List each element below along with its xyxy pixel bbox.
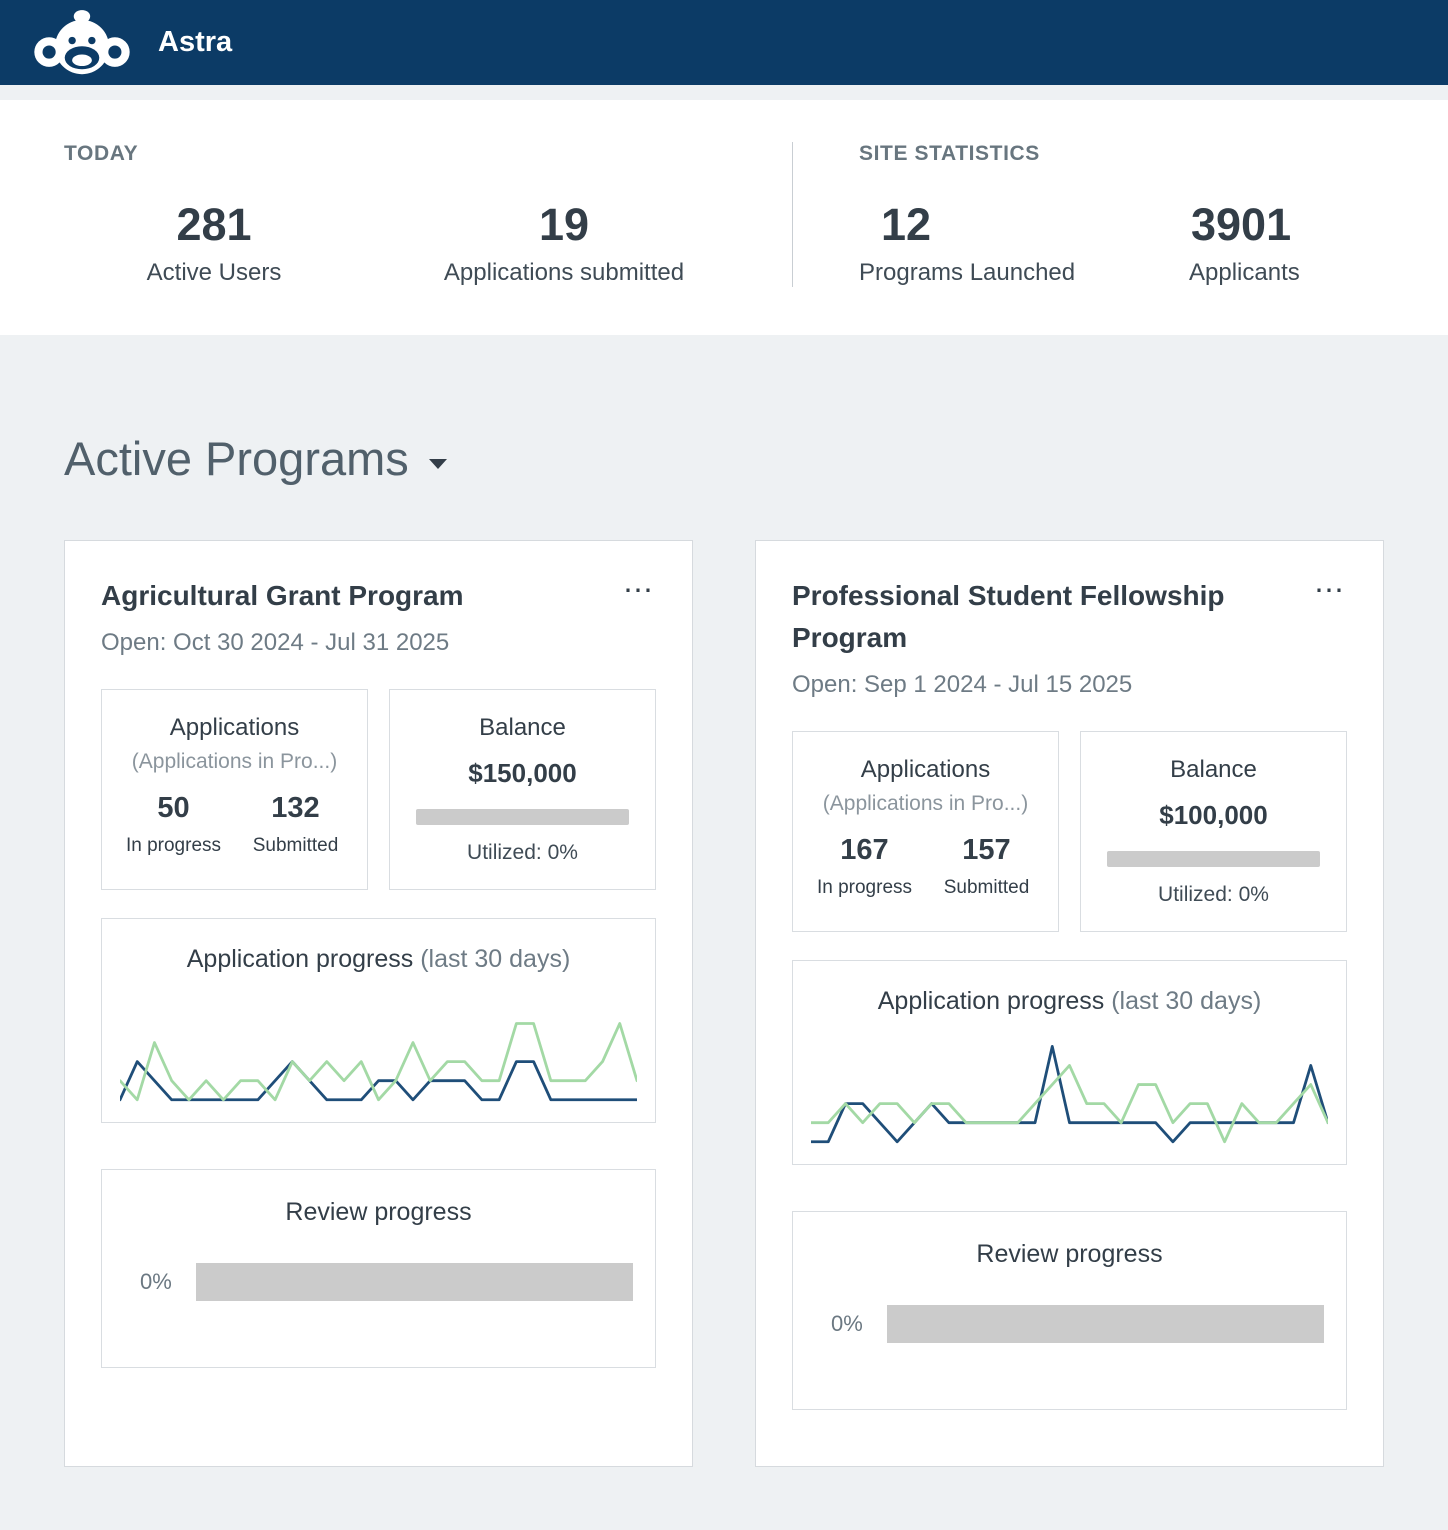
application-progress-chart	[811, 1024, 1328, 1152]
review-progress-box: Review progress 0%	[101, 1169, 656, 1368]
balance-box-title: Balance	[1170, 756, 1257, 783]
program-open-dates: Open: Sep 1 2024 - Jul 15 2025	[792, 671, 1133, 698]
active-users-label: Active Users	[146, 259, 282, 286]
application-progress-chart	[120, 982, 637, 1110]
balance-amount: $150,000	[468, 758, 577, 788]
review-progress-title: Review progress	[976, 1240, 1163, 1268]
active-programs-title: Active Programs	[64, 432, 409, 485]
stats-bar: TODAY 281 Active Users 19 Applications s…	[0, 100, 1448, 335]
balance-utilization-bar	[1107, 851, 1320, 867]
applicants-label: Applicants	[1189, 259, 1300, 286]
review-progress-bar	[886, 1305, 1324, 1343]
in-progress-stat: 50 In progress	[120, 792, 228, 857]
submitted-stat: 132 Submitted	[242, 792, 350, 857]
applications-box-title: Applications	[169, 714, 300, 741]
review-progress-title: Review progress	[285, 1198, 472, 1226]
in-progress-value: 167	[840, 834, 889, 866]
in-progress-label: In progress	[125, 835, 222, 856]
program-card-professional-student-fellowship: Professional Student Fellowship Program …	[755, 540, 1384, 1467]
site-statistics-group: SITE STATISTICS 12 Programs Launched 390…	[792, 142, 1448, 287]
balance-box-title: Balance	[479, 714, 566, 741]
applications-submitted-value: 19	[538, 199, 590, 250]
applicants-stat: 3901 Applicants	[1189, 202, 1300, 287]
today-stats-group: TODAY 281 Active Users 19 Applications s…	[0, 142, 792, 287]
applications-submitted-label: Applications submitted	[443, 259, 685, 286]
review-progress-percent: 0%	[831, 1311, 863, 1336]
active-users-value: 281	[176, 199, 252, 250]
active-users-stat: 281 Active Users	[64, 202, 364, 287]
applications-box: Applications (Applications in Pro...) 50…	[101, 689, 368, 890]
applications-box-subtitle: (Applications in Pro...)	[131, 750, 338, 773]
more-options-icon[interactable]: ⋯	[623, 574, 654, 607]
submitted-stat: 157 Submitted	[933, 834, 1041, 899]
review-progress-box: Review progress 0%	[792, 1211, 1347, 1410]
application-progress-box: Application progress (last 30 days)	[101, 918, 656, 1123]
programs-launched-value: 12	[881, 199, 932, 250]
submitted-value: 132	[271, 792, 320, 824]
app-title: Astra	[158, 26, 233, 58]
application-progress-title: Application progress (last 30 days)	[877, 987, 1262, 1015]
program-cards-row: Agricultural Grant Program ⋯ Open: Oct 3…	[64, 540, 1384, 1467]
program-card-agricultural-grant: Agricultural Grant Program ⋯ Open: Oct 3…	[64, 540, 693, 1467]
review-progress-percent: 0%	[140, 1269, 172, 1294]
in-progress-value: 50	[157, 792, 190, 824]
site-statistics-label: SITE STATISTICS	[859, 142, 1040, 165]
active-programs-heading: Active Programs	[64, 431, 1448, 486]
chevron-down-icon[interactable]	[428, 458, 447, 469]
program-open-dates: Open: Oct 30 2024 - Jul 31 2025	[101, 629, 450, 656]
applications-box-subtitle: (Applications in Pro...)	[822, 792, 1029, 815]
submitted-label: Submitted	[252, 835, 339, 856]
top-nav-bar: Astra	[0, 0, 1448, 85]
today-label: TODAY	[64, 142, 139, 165]
application-progress-title: Application progress (last 30 days)	[186, 945, 571, 973]
balance-box: Balance $150,000 Utilized: 0%	[389, 689, 656, 890]
programs-launched-stat: 12 Programs Launched	[859, 202, 1189, 287]
in-progress-label: In progress	[816, 877, 913, 898]
balance-amount: $100,000	[1159, 800, 1268, 830]
review-progress-bar	[195, 1263, 633, 1301]
surveymonkey-logo-icon	[30, 7, 134, 79]
balance-utilized-text: Utilized: 0%	[467, 841, 578, 864]
applications-submitted-stat: 19 Applications submitted	[364, 202, 764, 287]
program-title[interactable]: Agricultural Grant Program	[101, 580, 464, 611]
submitted-label: Submitted	[943, 877, 1030, 898]
program-title[interactable]: Professional Student Fellowship Program	[792, 580, 1225, 653]
in-progress-stat: 167 In progress	[811, 834, 919, 899]
balance-box: Balance $100,000 Utilized: 0%	[1080, 731, 1347, 932]
programs-launched-label: Programs Launched	[859, 259, 1076, 286]
more-options-icon[interactable]: ⋯	[1314, 574, 1345, 607]
submitted-value: 157	[962, 834, 1011, 866]
application-progress-box: Application progress (last 30 days)	[792, 960, 1347, 1165]
applications-box-title: Applications	[860, 756, 991, 783]
balance-utilized-text: Utilized: 0%	[1158, 883, 1269, 906]
applications-box: Applications (Applications in Pro...) 16…	[792, 731, 1059, 932]
applicants-value: 3901	[1191, 199, 1292, 250]
balance-utilization-bar	[416, 809, 629, 825]
